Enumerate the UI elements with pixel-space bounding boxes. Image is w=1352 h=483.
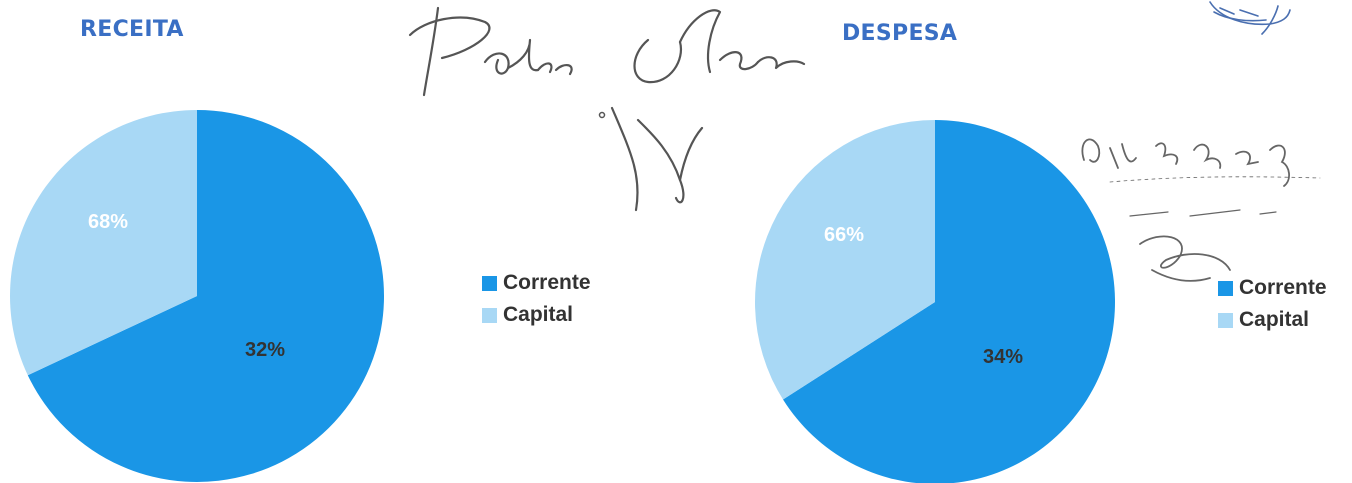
legend-swatch-corrente xyxy=(482,275,497,291)
legend-item-corrente: Corrente xyxy=(1218,272,1327,304)
pie-chart-despesa: 66% 34% xyxy=(754,120,1115,483)
pie-slice-capital xyxy=(10,110,197,376)
legend-swatch-capital xyxy=(482,307,497,323)
pie-slice-capital xyxy=(754,120,935,400)
pie-chart-receita: 68% 32% xyxy=(10,110,385,482)
handwritten-signature xyxy=(408,6,806,212)
legend-label-corrente: Corrente xyxy=(1239,276,1327,299)
stamp-seal xyxy=(1209,1,1291,35)
legend-swatch-capital xyxy=(1218,312,1233,328)
chart-title-despesa: DESPESA xyxy=(842,21,958,46)
pie-label-corrente: 68% xyxy=(88,211,128,233)
legend-despesa: Corrente Capital xyxy=(1218,272,1327,336)
legend-swatch-corrente xyxy=(1218,280,1233,296)
legend-receita: Corrente Capital xyxy=(482,267,591,331)
pie-label-capital: 32% xyxy=(245,339,285,361)
chart-title-receita: RECEITA xyxy=(80,17,184,42)
pie-label-corrente: 66% xyxy=(824,224,864,246)
legend-item-capital: Capital xyxy=(1218,304,1327,336)
legend-item-capital: Capital xyxy=(482,299,591,331)
legend-label-capital: Capital xyxy=(503,303,574,326)
legend-item-corrente: Corrente xyxy=(482,267,591,299)
legend-label-capital: Capital xyxy=(1239,308,1310,331)
legend-label-corrente: Corrente xyxy=(503,271,591,294)
handwritten-notes xyxy=(1081,138,1321,282)
pie-slice-corrente xyxy=(27,110,385,482)
pie-slice-corrente xyxy=(783,120,1115,483)
pie-label-capital: 34% xyxy=(983,346,1023,368)
